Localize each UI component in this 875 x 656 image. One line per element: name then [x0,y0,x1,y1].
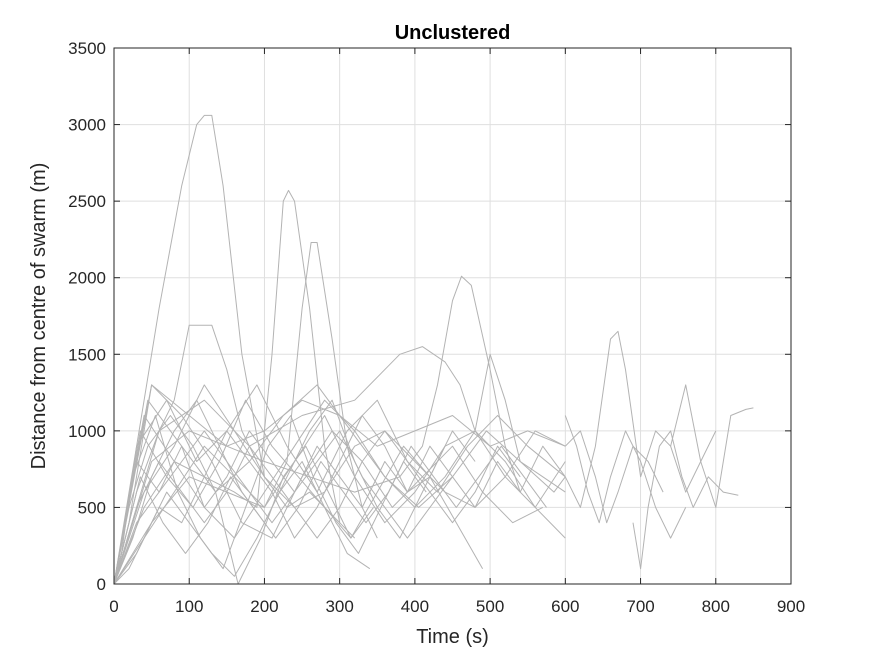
x-tick-label: 400 [401,597,429,616]
plot-background [114,48,791,584]
x-tick-label: 200 [250,597,278,616]
x-tick-label: 500 [476,597,504,616]
series-line-13 [113,415,476,585]
y-axis-title: Distance from centre of swarm (m) [28,163,50,470]
y-tick-label: 1500 [68,345,106,364]
x-axis-title: Time (s) [416,626,489,648]
axis-ticks: 0 100 200 300 400 500 600 700 800 900 0 500 1000 1500… [68,39,805,616]
series-line-8 [670,384,754,508]
y-tick-label: 2500 [68,192,106,211]
series-line-7 [564,330,717,508]
series-line-24 [564,430,664,524]
series-line-17 [113,430,566,585]
series-line-28 [113,445,547,585]
chart-title: Unclustered [395,22,511,44]
y-tick-label: 1000 [68,422,106,441]
series-line-23 [113,430,453,585]
y-tick-label: 3000 [68,116,106,135]
series-line-20 [113,430,521,585]
y-tick-label: 500 [78,498,106,517]
series-line-12 [113,415,427,585]
y-tick-label: 3500 [68,39,106,58]
x-tick-label: 100 [175,597,203,616]
series-line-5 [113,275,521,585]
y-tick-label: 0 [97,575,106,594]
y-tick-label: 2000 [68,269,106,288]
x-tick-label: 300 [325,597,353,616]
x-tick-label: 600 [551,597,579,616]
x-tick-label: 700 [626,597,654,616]
x-tick-label: 800 [702,597,730,616]
x-tick-label: 900 [777,597,805,616]
x-tick-label: 0 [109,597,118,616]
series-line-11 [113,384,544,585]
plot-frame [113,47,792,585]
series-lines [113,114,754,585]
series-line-22 [113,384,566,585]
series-line-27 [113,384,566,585]
series-line-25 [564,415,687,539]
series-line-2 [113,324,341,585]
series-line-14 [113,399,484,585]
series-line-26 [632,430,739,570]
series-line-21 [113,461,371,585]
